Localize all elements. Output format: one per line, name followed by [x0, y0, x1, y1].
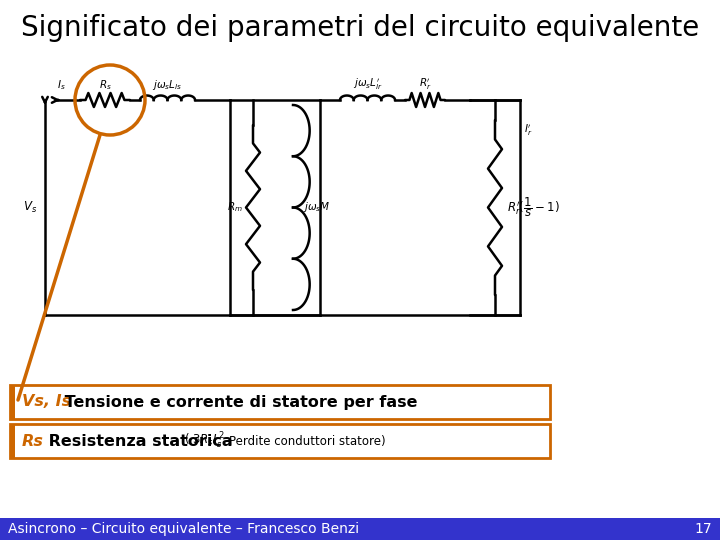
Text: $R_m$: $R_m$	[228, 200, 243, 214]
Text: Rs: Rs	[22, 434, 44, 449]
Text: ( $3R_s I_s^{\,2}$: ( $3R_s I_s^{\,2}$	[184, 431, 225, 451]
Bar	[10, 385, 550, 419]
Text: $R_s$: $R_s$	[99, 78, 112, 92]
Bar	[10, 424, 550, 458]
Bar	[10, 385, 15, 419]
Text: $I_r'$: $I_r'$	[524, 122, 532, 138]
Text: $j\omega_s L_{lr}'$: $j\omega_s L_{lr}'$	[353, 77, 382, 92]
Text: Resistenza statorica: Resistenza statorica	[43, 434, 238, 449]
Text: Significato dei parametri del circuito equivalente: Significato dei parametri del circuito e…	[21, 14, 699, 42]
Text: $V_s$: $V_s$	[23, 200, 37, 215]
Text: $R_r'(\dfrac{1}{s}-1)$: $R_r'(\dfrac{1}{s}-1)$	[507, 195, 560, 219]
Text: $R_r'$: $R_r'$	[419, 77, 431, 92]
Text: Tensione e corrente di statore per fase: Tensione e corrente di statore per fase	[59, 395, 418, 409]
Bar	[0, 518, 720, 540]
Text: Perdite conduttori statore): Perdite conduttori statore)	[229, 435, 386, 448]
Text: $I_s$: $I_s$	[57, 78, 66, 92]
Text: $j\omega_s M$: $j\omega_s M$	[303, 200, 330, 214]
Text: Asincrono – Circuito equivalente – Francesco Benzi: Asincrono – Circuito equivalente – Franc…	[8, 522, 359, 536]
Bar	[10, 424, 15, 458]
Text: $j\omega_s L_{ls}$: $j\omega_s L_{ls}$	[153, 78, 183, 92]
Text: Vs, Is: Vs, Is	[22, 395, 71, 409]
Text: 17: 17	[694, 522, 712, 536]
